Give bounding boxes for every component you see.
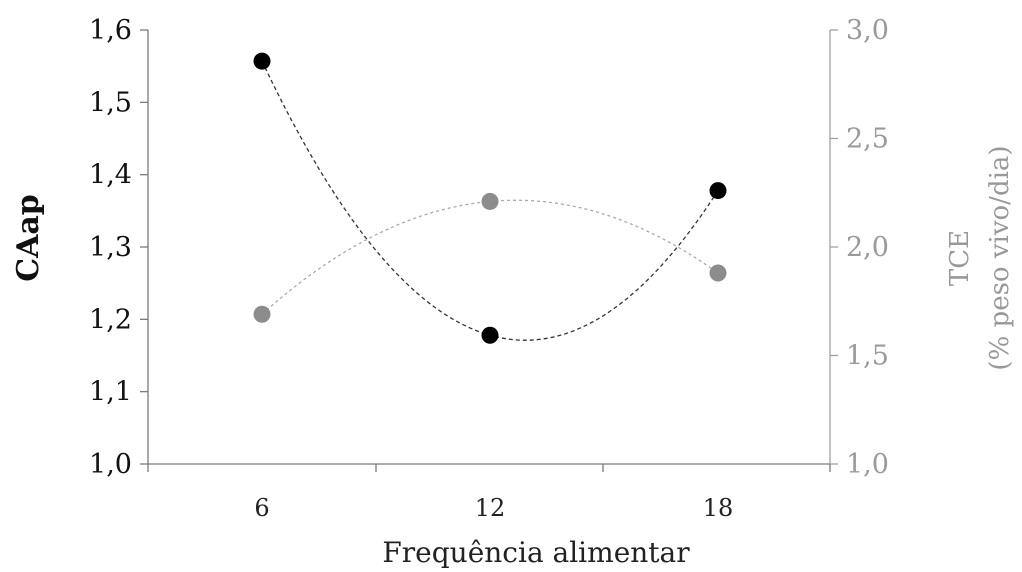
y-axis-left-label: CAap <box>11 194 46 282</box>
y-axis-right-label-units: (% peso vivo/dia) <box>985 145 1015 370</box>
tick-labels: 1,0 1,1 1,2 1,3 1,4 1,5 1,6 1,0 1,5 2,0 2,5 3,0 6 12 1… <box>89 15 889 522</box>
y-right-tick-label: 1,0 <box>846 449 889 480</box>
data-point-left <box>481 326 499 344</box>
y-right-tick-label: 2,0 <box>846 232 889 263</box>
y-left-tick-label: 1,1 <box>89 377 132 408</box>
y-right-tick-label: 3,0 <box>846 15 889 46</box>
x-tick-label: 12 <box>475 494 506 522</box>
y-left-tick-label: 1,0 <box>89 449 132 480</box>
data-point-right <box>481 192 499 210</box>
fit-curve-right <box>261 199 719 315</box>
x-tick-label: 18 <box>703 494 734 522</box>
data-point-right <box>709 264 727 282</box>
x-axis-label: Frequência alimentar <box>382 536 690 569</box>
y-right-tick-label: 2,5 <box>846 124 889 155</box>
data-points <box>253 52 727 344</box>
data-point-left <box>253 52 271 70</box>
y-left-tick-label: 1,3 <box>89 232 132 263</box>
y-left-tick-label: 1,4 <box>89 160 132 191</box>
y-axis-right-label: TCE <box>945 230 975 286</box>
axes <box>140 29 838 472</box>
data-point-right <box>253 305 271 323</box>
y-left-tick-label: 1,2 <box>89 304 132 335</box>
y-left-tick-label: 1,5 <box>89 87 132 118</box>
y-left-tick-label: 1,6 <box>89 15 132 46</box>
data-point-left <box>709 182 727 200</box>
y-right-tick-label: 1,5 <box>846 341 889 372</box>
x-tick-label: 6 <box>254 494 269 522</box>
